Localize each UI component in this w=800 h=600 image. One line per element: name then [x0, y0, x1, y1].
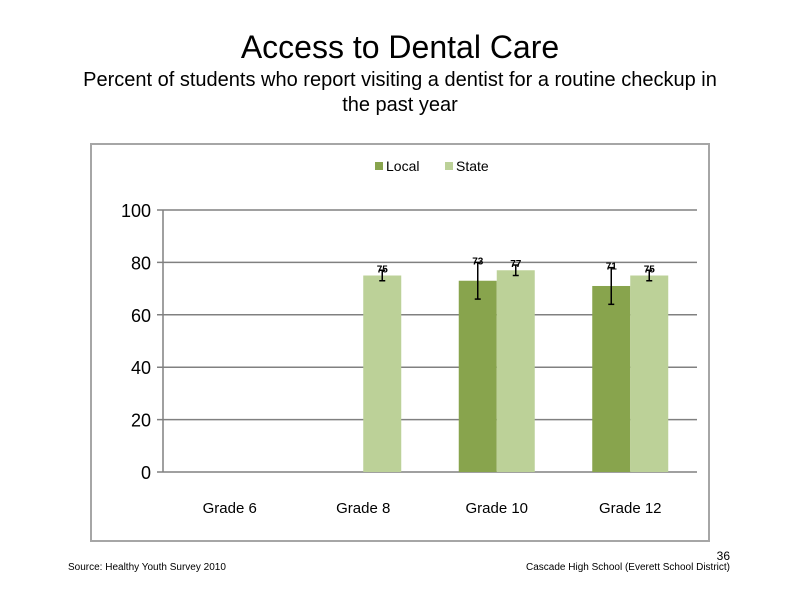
- x-tick-label: Grade 8: [336, 500, 390, 517]
- x-tick-label: Grade 12: [599, 500, 662, 517]
- bar-state: [496, 270, 535, 472]
- legend-label: State: [456, 158, 489, 174]
- y-tick-label: 80: [131, 253, 151, 273]
- data-label: 77: [510, 259, 522, 270]
- chart-frame: [90, 143, 710, 542]
- y-tick-label: 100: [121, 201, 151, 221]
- x-tick-label: Grade 10: [465, 500, 528, 517]
- slide-subtitle: Percent of students who report visiting …: [83, 69, 717, 116]
- page-number: 36: [716, 549, 730, 563]
- data-label: 75: [644, 264, 656, 275]
- data-label: 71: [606, 262, 618, 273]
- bar-state: [630, 275, 669, 472]
- x-tick-label: Grade 6: [203, 500, 257, 517]
- bar-local: [458, 280, 497, 472]
- y-tick-label: 60: [131, 306, 151, 326]
- school-name: Cascade High School (Everett School Dist…: [526, 562, 730, 573]
- y-tick-label: 0: [141, 463, 151, 483]
- y-tick-label: 40: [131, 358, 151, 378]
- data-label: 75: [377, 264, 389, 275]
- bar-local: [592, 285, 631, 472]
- legend-label: Local: [386, 158, 419, 174]
- y-tick-label: 20: [131, 411, 151, 431]
- data-label: 73: [472, 256, 484, 267]
- bar-state: [363, 275, 402, 472]
- slide-title: Access to Dental Care: [240, 29, 560, 65]
- source-note: Source: Healthy Youth Survey 2010: [68, 562, 226, 573]
- legend-swatch: [445, 162, 453, 170]
- legend-swatch: [375, 162, 383, 170]
